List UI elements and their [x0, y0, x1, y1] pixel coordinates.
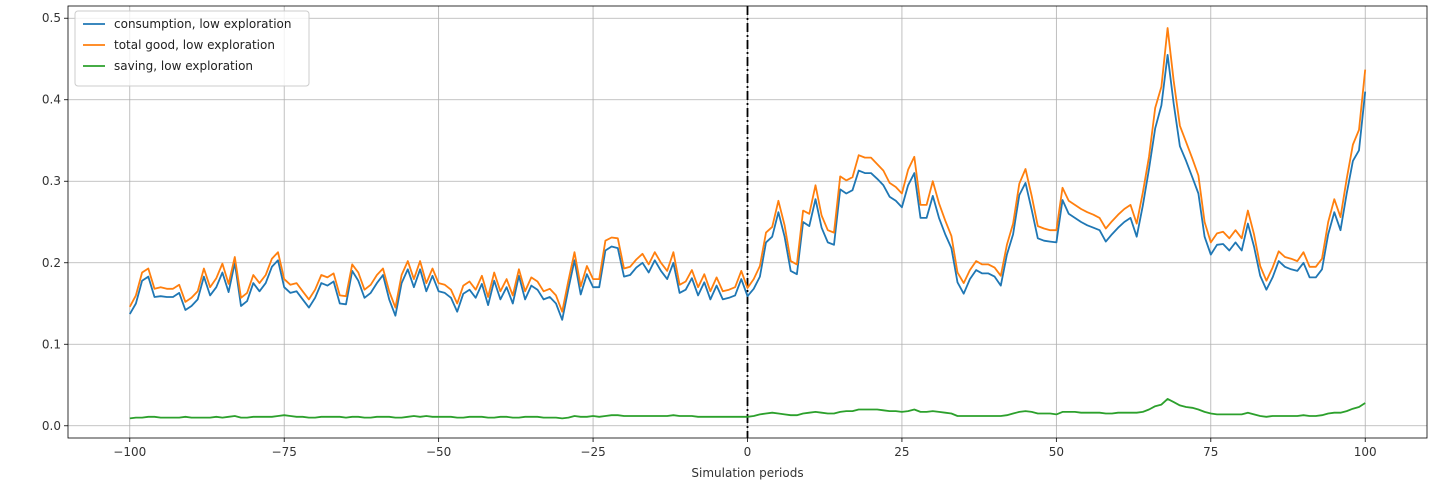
series-line-3 — [129, 397, 1366, 420]
series-lines — [129, 27, 1367, 420]
x-tick-label: 100 — [1354, 445, 1377, 459]
legend-entry-label: total good, low exploration — [114, 38, 275, 52]
x-tick-label: −25 — [580, 445, 605, 459]
y-tick-label: 0.1 — [42, 337, 61, 351]
legend-entry-label: saving, low exploration — [114, 59, 253, 73]
y-tick-label: 0.4 — [42, 93, 61, 107]
x-tick-label: 25 — [894, 445, 909, 459]
series-line-2 — [129, 27, 1367, 313]
axis-ticks: −100 −75 −50 −25 0 25 50 75 100 0.0 0.1 0.2 0.3 0.4 0.… — [42, 11, 1377, 459]
y-tick-label: 0.3 — [42, 174, 61, 188]
x-tick-label: 50 — [1049, 445, 1064, 459]
series-line-1 — [129, 54, 1367, 321]
x-axis-label: Simulation periods — [691, 466, 803, 480]
x-tick-label: 75 — [1203, 445, 1218, 459]
y-tick-label: 0.5 — [42, 11, 61, 25]
legend-box — [74, 10, 310, 87]
x-tick-label: −75 — [272, 445, 297, 459]
legend-entry-label: consumption, low exploration — [114, 17, 291, 31]
x-tick-label: −100 — [113, 445, 146, 459]
x-tick-label: 0 — [744, 445, 752, 459]
y-tick-label: 0.2 — [42, 256, 61, 270]
legend: consumption, low exploration total good, … — [74, 10, 310, 87]
y-tick-label: 0.0 — [42, 419, 61, 433]
x-tick-label: −50 — [426, 445, 451, 459]
